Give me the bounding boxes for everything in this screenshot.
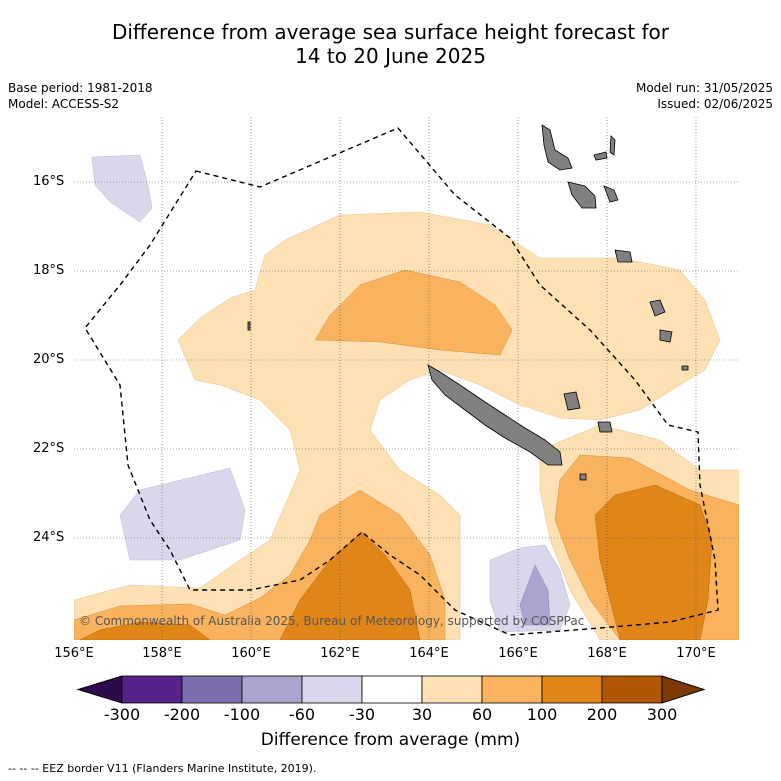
colorbar-tick-label: -30 xyxy=(348,705,376,724)
lon-tick-label: 158°E xyxy=(142,646,182,661)
vanuatu-island-6 xyxy=(614,249,633,263)
vanuatu-island-4 xyxy=(609,135,616,156)
colorbar-segment xyxy=(121,675,183,704)
loyalty-island-1 xyxy=(649,299,666,317)
colorbar-title: Difference from average (mm) xyxy=(260,730,521,750)
colorbar xyxy=(76,675,706,704)
meta-left: Base period: 1981-2018 Model: ACCESS-S2 xyxy=(8,80,153,112)
lat-tick-label: 20°S xyxy=(33,352,65,367)
colorbar-tick-label: 300 xyxy=(646,705,678,724)
colorbar-segment xyxy=(181,675,243,704)
colorbar-segment xyxy=(421,675,483,704)
contour-neg-south-inner xyxy=(519,564,551,626)
vanuatu-island-1 xyxy=(541,124,573,171)
vanuatu-island-3 xyxy=(593,151,608,161)
contour-neg-northwest xyxy=(91,154,153,223)
contour-100-200-east xyxy=(594,484,713,640)
contour-60-100-north xyxy=(314,269,513,356)
vanuatu-island-2 xyxy=(567,181,597,209)
colorbar-segment xyxy=(541,675,603,704)
colorbar-tick-label: -100 xyxy=(223,705,261,724)
colorbar-tick-label: -300 xyxy=(103,705,141,724)
eez-border xyxy=(84,127,719,636)
issued-date: Issued: 02/06/2025 xyxy=(657,97,773,111)
colorbar-low-arrow xyxy=(76,675,123,704)
base-period: Base period: 1981-2018 xyxy=(8,81,153,95)
contour-30-60-north xyxy=(74,211,721,640)
colorbar-tick-label: 60 xyxy=(471,705,493,724)
contour-100-200-center xyxy=(279,531,421,640)
new-caledonia xyxy=(427,364,563,466)
meta-right: Model run: 31/05/2025 Issued: 02/06/2025 xyxy=(636,80,773,112)
model-name: Model: ACCESS-S2 xyxy=(8,97,120,111)
title-line-1: Difference from average sea surface heig… xyxy=(111,20,670,44)
colorbar-segment xyxy=(481,675,543,704)
gridlines xyxy=(74,117,739,640)
eez-legend: -- -- -- EEZ border V11 (Flanders Marine… xyxy=(8,762,317,775)
copyright-notice: © Commonwealth of Australia 2025, Bureau… xyxy=(79,614,585,628)
island-small-1 xyxy=(579,473,587,481)
contour-neg-west xyxy=(119,467,246,561)
colorbar-tick-label: 30 xyxy=(411,705,433,724)
lon-tick-label: 160°E xyxy=(231,646,271,661)
colorbar-high-arrow xyxy=(661,675,706,704)
colorbar-tick-label: -60 xyxy=(288,705,316,724)
colorbar-segment xyxy=(301,675,363,704)
vanuatu-island-5 xyxy=(603,185,619,203)
island-small-3 xyxy=(247,321,251,331)
loyalty-island-3 xyxy=(563,391,581,411)
contour-100-200-south xyxy=(79,621,211,640)
lon-tick-label: 164°E xyxy=(409,646,449,661)
lon-tick-label: 168°E xyxy=(587,646,627,661)
title-line-2: 14 to 20 June 2025 xyxy=(295,44,486,68)
lat-tick-label: 16°S xyxy=(33,174,65,189)
lon-tick-label: 162°E xyxy=(320,646,360,661)
loyalty-island-2 xyxy=(659,329,673,343)
contour-layer xyxy=(74,154,739,640)
lon-tick-label: 166°E xyxy=(498,646,538,661)
map-title: Difference from average sea surface heig… xyxy=(0,20,781,68)
colorbar-tick-label: 200 xyxy=(586,705,618,724)
lat-tick-label: 22°S xyxy=(33,441,65,456)
colorbar-segment xyxy=(241,675,303,704)
loyalty-island-4 xyxy=(597,421,613,433)
colorbar-segment xyxy=(601,675,663,704)
colorbar-tick-label: 100 xyxy=(526,705,558,724)
colorbar-tick-label: -200 xyxy=(163,705,201,724)
model-run: Model run: 31/05/2025 xyxy=(635,81,773,95)
colorbar-segment xyxy=(361,675,423,704)
landmasses xyxy=(247,124,689,481)
lat-tick-label: 24°S xyxy=(33,530,65,545)
lon-tick-label: 170°E xyxy=(676,646,716,661)
lat-tick-label: 18°S xyxy=(33,263,65,278)
lon-tick-label: 156°E xyxy=(54,646,94,661)
island-small-2 xyxy=(681,365,689,371)
